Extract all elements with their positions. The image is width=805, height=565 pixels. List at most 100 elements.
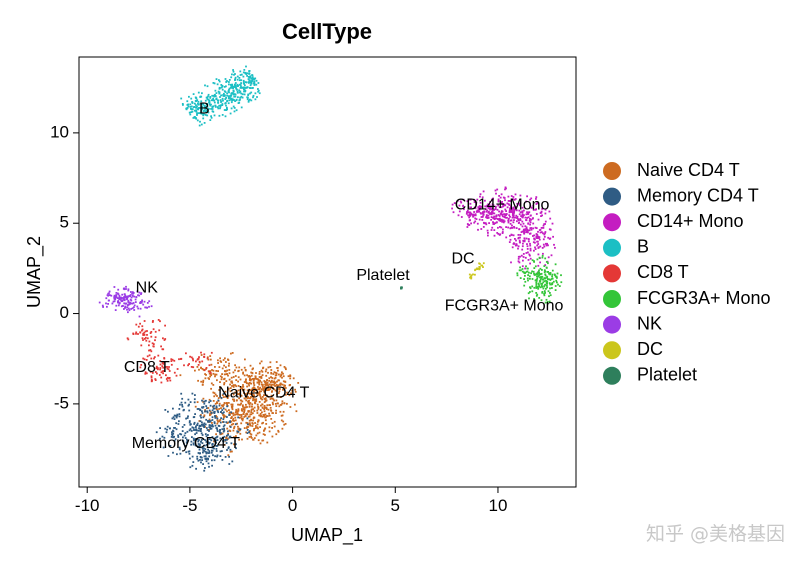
point [205, 405, 208, 407]
point [220, 417, 222, 420]
point [478, 262, 480, 265]
point [253, 416, 255, 419]
point [175, 422, 178, 425]
point [211, 99, 213, 102]
point [230, 101, 233, 104]
point [216, 439, 219, 441]
point [554, 246, 556, 249]
point [176, 414, 179, 417]
point [184, 432, 187, 434]
point [529, 223, 531, 226]
point [172, 407, 174, 410]
point [115, 292, 118, 294]
point [273, 382, 276, 385]
point [526, 245, 529, 248]
point [252, 378, 254, 380]
point [220, 397, 223, 399]
point [538, 274, 541, 276]
point [119, 298, 121, 300]
point [200, 380, 203, 383]
point [219, 375, 222, 378]
point [250, 413, 253, 416]
point [544, 283, 546, 286]
point [215, 427, 218, 429]
point [217, 424, 220, 427]
point [226, 402, 228, 404]
point [241, 400, 244, 403]
point [254, 77, 257, 80]
point [181, 430, 184, 432]
point [282, 420, 285, 423]
point [251, 395, 254, 398]
point [159, 437, 161, 440]
point [228, 372, 231, 375]
point [252, 77, 255, 80]
point [228, 378, 231, 381]
point [190, 356, 193, 359]
point [240, 82, 242, 84]
point [487, 207, 490, 210]
point [247, 76, 250, 78]
point [127, 338, 130, 341]
point [534, 226, 537, 229]
point [484, 205, 487, 208]
point [530, 228, 533, 231]
point [252, 379, 255, 382]
point [514, 244, 517, 247]
point [476, 222, 479, 225]
point [548, 210, 551, 213]
point [188, 452, 191, 455]
point [260, 381, 263, 384]
x-tick-label: -10 [75, 496, 100, 515]
point [244, 406, 247, 409]
point [240, 414, 243, 416]
point [211, 416, 214, 419]
point [230, 417, 232, 419]
point [549, 279, 552, 281]
point [284, 380, 287, 383]
point [209, 420, 212, 422]
point [202, 381, 204, 383]
point [490, 229, 493, 231]
point [505, 210, 507, 212]
legend-swatch [603, 213, 621, 232]
point [223, 416, 225, 419]
series-4 [126, 319, 213, 384]
point [205, 460, 208, 463]
point [223, 429, 226, 432]
point [171, 417, 174, 420]
point [537, 218, 540, 221]
point [189, 457, 191, 460]
point [245, 431, 248, 434]
point [233, 73, 235, 76]
point [465, 212, 468, 215]
point [107, 292, 110, 295]
point [195, 109, 197, 112]
point [246, 385, 248, 388]
point [199, 440, 202, 443]
point [288, 384, 291, 387]
point [159, 368, 161, 371]
point [237, 416, 240, 419]
point [209, 104, 212, 107]
x-axis-title: UMAP_1 [291, 525, 363, 546]
point [216, 106, 219, 108]
point [234, 79, 236, 81]
point [264, 419, 267, 422]
point [515, 214, 518, 217]
point [228, 369, 231, 371]
point [534, 279, 537, 282]
point [101, 304, 104, 307]
point [125, 297, 128, 300]
point [197, 379, 199, 382]
point [256, 96, 258, 98]
point [211, 449, 213, 452]
point [506, 202, 509, 205]
point [190, 443, 193, 446]
point [261, 370, 264, 373]
point [507, 195, 510, 198]
point [205, 435, 208, 438]
point [485, 205, 488, 208]
point [208, 465, 210, 468]
point [130, 296, 133, 299]
